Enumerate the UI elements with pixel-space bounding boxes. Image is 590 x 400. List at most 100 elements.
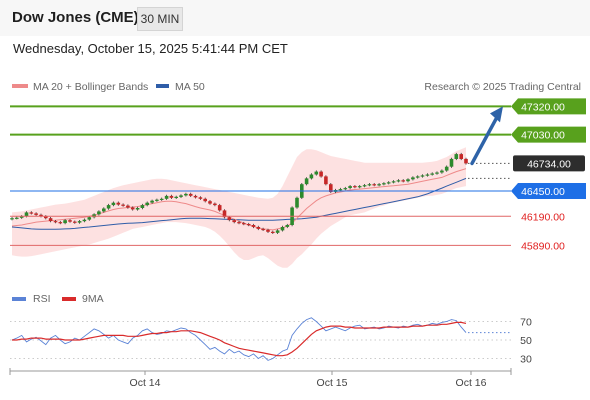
support-level-label: 45890.00: [521, 240, 565, 252]
current-price-badge: [513, 155, 585, 172]
candle-body: [92, 214, 96, 218]
credit-text: Research © 2025 Trading Central: [424, 81, 581, 93]
candle-body: [29, 212, 34, 214]
candle-body: [222, 210, 227, 218]
candle-body: [48, 218, 53, 222]
ma20-legend-swatch: [12, 84, 28, 88]
candle-body: [386, 182, 391, 184]
candle-body: [415, 176, 420, 178]
candle-body: [188, 193, 193, 196]
candle-body: [401, 180, 405, 182]
candle-body: [164, 195, 169, 199]
candle-body: [58, 222, 63, 224]
price-levels: 47320.00 47030.00 46734.00 46450.00 46190.00…: [10, 98, 586, 252]
bollinger-band-area: [12, 147, 466, 268]
candle-body: [440, 170, 444, 173]
candle-body: [184, 193, 188, 196]
candle-body: [116, 202, 121, 205]
candle-body: [425, 174, 430, 176]
candle-body: [396, 180, 401, 182]
candle-body: [68, 220, 72, 222]
rsi-tick-label: 50: [520, 335, 532, 347]
level-badge-resistance: [511, 126, 586, 143]
x-tick-label: Oct 15: [317, 377, 348, 389]
candle-body: [19, 216, 24, 218]
ma9-line: [12, 321, 467, 357]
candle-body: [411, 177, 415, 180]
current-price-label: 46734.00: [527, 158, 571, 170]
interval-button[interactable]: 30 MIN: [137, 7, 183, 31]
level-badge-pivot: [511, 183, 586, 199]
candle-body: [193, 195, 198, 198]
candle-body: [102, 208, 106, 212]
candle-body: [77, 221, 82, 223]
candle-body: [111, 202, 116, 206]
candle-body: [362, 185, 367, 187]
candle-body: [232, 220, 236, 223]
forecast-arrow-head: [490, 106, 503, 123]
candle-body: [63, 220, 67, 224]
support-level-label: 46190.00: [521, 211, 565, 223]
ma50-legend-label: MA 50: [175, 81, 205, 93]
ma50-line: [11, 177, 467, 230]
candle-body: [459, 154, 463, 159]
candle-body: [135, 208, 140, 210]
candle-body: [464, 158, 468, 164]
candle-body: [82, 219, 87, 222]
forecast-arrow-shaft: [470, 111, 501, 166]
candle-body: [15, 217, 19, 219]
candle-body: [357, 186, 362, 188]
candle-body: [430, 173, 434, 175]
rsi-legend-swatch: [12, 297, 26, 301]
candle-body: [53, 221, 58, 223]
candle-body: [106, 205, 111, 209]
candle-body: [24, 212, 29, 217]
candle-body: [121, 204, 125, 206]
level-label-pivot: 46450.00: [521, 186, 565, 198]
candle-body: [391, 181, 396, 183]
candle-body: [150, 200, 154, 203]
candle-body: [377, 184, 381, 186]
candle-body: [324, 176, 328, 185]
ma9-legend-label: 9MA: [82, 293, 104, 305]
candle-body: [97, 211, 101, 215]
instrument-title: Dow Jones (CME): [12, 9, 139, 26]
candle-body: [213, 203, 217, 206]
candle-body: [87, 217, 92, 220]
candle-body: [319, 171, 323, 177]
candle-body: [285, 225, 290, 227]
candle-body: [145, 202, 149, 206]
rsi-tick-label: 70: [520, 317, 532, 329]
candle-body: [454, 154, 459, 159]
candle-body: [34, 213, 38, 215]
candle-body: [130, 207, 135, 210]
rsi-line: [11, 317, 467, 361]
candle-body: [406, 179, 410, 182]
candle-body: [208, 201, 212, 204]
candle-body: [217, 205, 222, 211]
candle-body: [140, 205, 145, 208]
candle-body: [10, 218, 14, 220]
level-label-resistance: 47030.00: [521, 130, 565, 142]
candle-body: [275, 230, 280, 233]
ma20-legend-label: MA 20 + Bollinger Bands: [33, 81, 148, 93]
candle-body: [155, 199, 159, 201]
rsi-tick-label: 30: [520, 354, 532, 366]
price-plot: [10, 147, 468, 268]
candle-body: [353, 186, 357, 188]
candle-body: [338, 189, 343, 191]
candle-body: [420, 175, 425, 177]
candle-body: [348, 186, 352, 188]
candle-body: [198, 197, 203, 199]
ma9-legend-swatch: [62, 297, 76, 301]
candle-body: [382, 183, 386, 185]
candle-body: [304, 178, 309, 185]
ma50-legend-swatch: [156, 84, 169, 88]
candle-body: [329, 184, 333, 192]
candle-body: [73, 221, 77, 223]
candle-body: [309, 174, 314, 179]
candle-body: [246, 224, 251, 226]
candle-body: [159, 198, 164, 200]
candle-body: [237, 222, 241, 224]
